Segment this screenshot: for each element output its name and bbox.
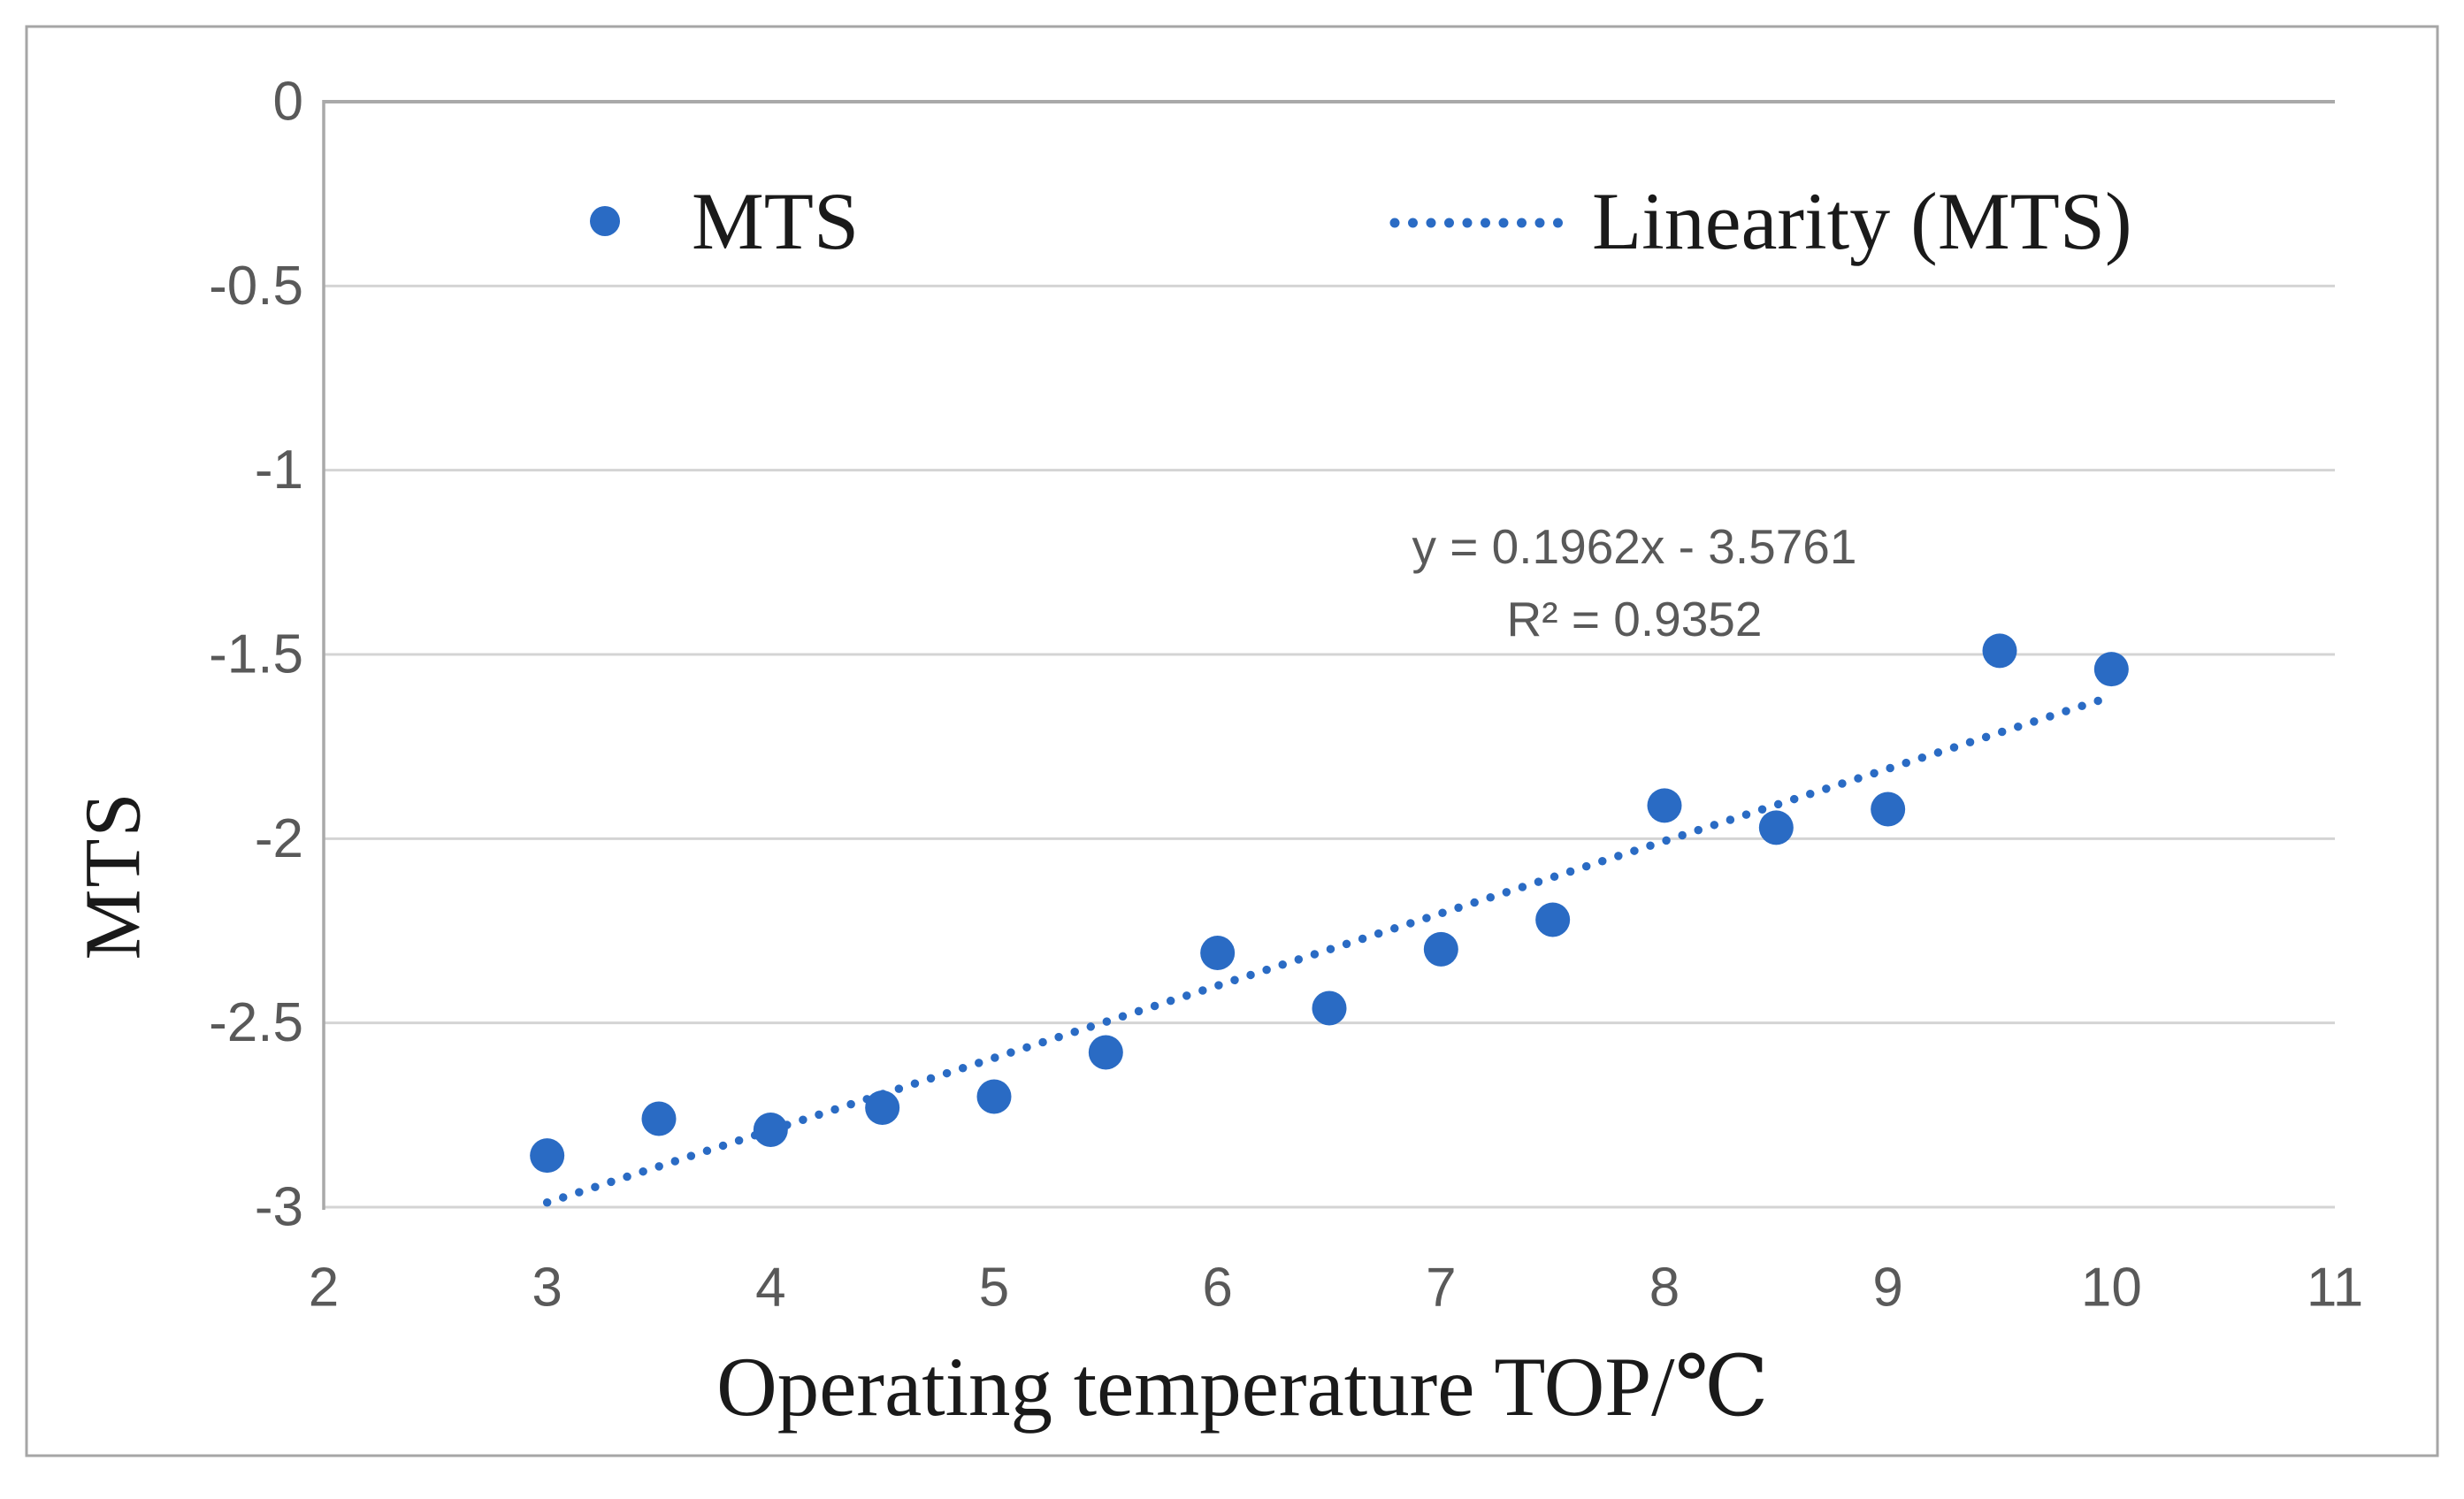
x-tick-label: 7 <box>1426 1258 1456 1319</box>
x-tick-label: 5 <box>979 1258 1009 1319</box>
y-tick-labels-group: 0 -0.5 -1 -1.5 -2 -2.5 -3 <box>209 72 303 1238</box>
y-tick-label: -1.5 <box>209 624 303 685</box>
data-point <box>1200 936 1236 970</box>
data-point <box>2093 652 2129 687</box>
data-point <box>1982 633 2017 669</box>
y-tick-label: -1 <box>255 440 303 501</box>
legend-label-linearity: Linearity (MTS) <box>1592 176 2132 266</box>
x-tick-label: 3 <box>532 1258 562 1319</box>
scatter-points-group <box>530 633 2129 1174</box>
data-point <box>865 1090 900 1125</box>
x-tick-label: 9 <box>1872 1258 1902 1319</box>
y-tick-label: 0 <box>273 72 303 133</box>
trendline-equation-label: y = 0.1962x - 3.5761 <box>1412 519 1856 574</box>
x-tick-label: 4 <box>755 1258 785 1319</box>
data-point <box>753 1113 788 1147</box>
data-point <box>1647 788 1682 823</box>
x-tick-label: 11 <box>2307 1258 2363 1319</box>
y-tick-label: -2 <box>255 808 303 869</box>
legend-marker-dot-icon <box>590 206 620 236</box>
x-axis-title: Operating temperature TOP/℃ <box>716 1340 1769 1434</box>
legend-item-linearity: Linearity (MTS) <box>1389 176 2132 266</box>
y-tick-label: -0.5 <box>209 256 303 317</box>
data-point <box>530 1138 565 1174</box>
legend: MTS Linearity (MTS) <box>590 176 2132 266</box>
data-point <box>976 1079 1012 1114</box>
dotted-trendline <box>542 692 2116 1207</box>
y-tick-label: -2.5 <box>209 992 303 1053</box>
data-point <box>1758 810 1794 845</box>
data-point <box>1088 1035 1123 1070</box>
x-tick-label: 2 <box>309 1258 339 1319</box>
legend-item-mts: MTS <box>590 176 859 266</box>
x-tick-labels-group: 2 3 4 5 6 7 8 9 10 11 <box>309 1258 2363 1319</box>
y-axis-title: MTS <box>70 791 157 960</box>
data-point <box>1535 902 1571 937</box>
x-tick-label: 6 <box>1202 1258 1232 1319</box>
data-point <box>641 1101 677 1136</box>
data-point <box>1871 792 1906 827</box>
y-tick-label: -3 <box>255 1177 303 1238</box>
figure-frame <box>25 25 2439 1457</box>
data-point <box>1423 931 1458 967</box>
x-tick-label: 10 <box>2081 1258 2142 1319</box>
r-squared-label: R² = 0.9352 <box>1507 592 1763 646</box>
legend-label-mts: MTS <box>692 176 859 266</box>
data-point <box>1312 990 1347 1026</box>
x-tick-label: 8 <box>1649 1258 1680 1319</box>
